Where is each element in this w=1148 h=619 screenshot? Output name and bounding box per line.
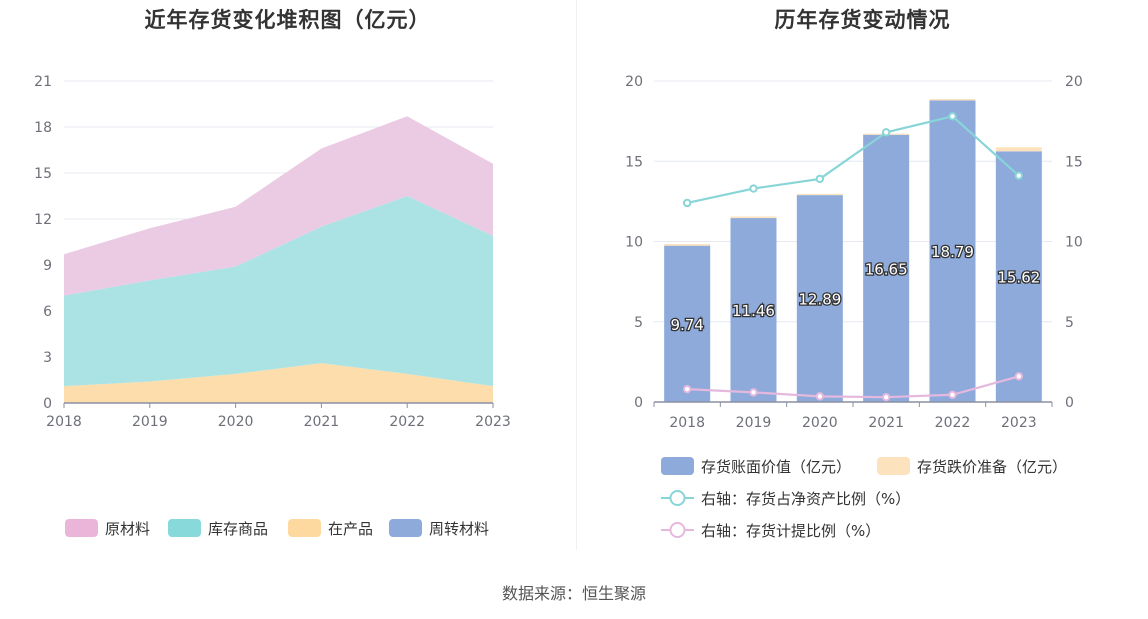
y-tick-label: 20: [625, 74, 643, 90]
reserve-bar-2020[interactable]: [796, 193, 843, 196]
x-tick-label: 2018: [46, 414, 82, 430]
line-point[interactable]: [815, 174, 825, 184]
right-chart-title: 历年存货变动情况: [774, 8, 951, 32]
y-tick-label: 12: [34, 212, 52, 228]
bar-2019[interactable]: [730, 218, 777, 402]
legend-swatch: [288, 519, 321, 537]
legend-item-原材料[interactable]: 原材料: [65, 519, 150, 538]
reserve-bar-2022[interactable]: [929, 98, 976, 101]
legend-item-line-0[interactable]: 右轴：存货占净资产比例（%）: [661, 490, 910, 508]
legend-item-周转材料[interactable]: 周转材料: [389, 519, 489, 538]
bar-value-label: 11.46: [732, 302, 775, 320]
y-tick-label: 15: [625, 154, 643, 170]
x-tick-label: 2020: [218, 414, 254, 430]
x-tick-label: 2021: [304, 414, 340, 430]
x-tick-label: 2022: [389, 414, 425, 430]
bar-2018[interactable]: [664, 245, 711, 402]
y-tick-label: 15: [34, 166, 52, 182]
x-tick-label: 2019: [736, 415, 772, 431]
y-tick-label: 3: [43, 350, 52, 366]
y2-tick-label: 5: [1065, 315, 1074, 331]
bar-line-chart: 0 5 10 15 20 0 5 10 15 20 9.74 11.46 12.89 16.65 18.79…: [625, 74, 1083, 540]
x-tick-label: 2022: [935, 415, 971, 431]
bar-line-chart-panel: 历年存货变动情况 0 5 10 15 20 0 5 10 15 20 9.74 11.46 12.89 1…: [577, 0, 1148, 560]
y2-tick-label: 0: [1065, 395, 1074, 411]
legend-label: 库存商品: [208, 520, 268, 538]
bar-2023[interactable]: [995, 151, 1042, 402]
line-point[interactable]: [749, 388, 758, 397]
y-tick-label: 6: [43, 304, 52, 320]
line-point[interactable]: [749, 184, 758, 193]
line-point[interactable]: [815, 392, 825, 401]
bar-value-label: 15.62: [997, 269, 1040, 287]
legend-label: 右轴：存货计提比例（%）: [701, 522, 880, 540]
y-tick-label: 0: [634, 395, 643, 411]
legend-label: 存货跌价准备（亿元）: [917, 458, 1067, 476]
bar-value-label: 18.79: [931, 243, 974, 261]
line-point[interactable]: [881, 128, 891, 137]
legend-item-book-value[interactable]: 存货账面价值（亿元）: [661, 457, 851, 476]
bar-2021[interactable]: [863, 134, 910, 402]
x-tick-label: 2023: [475, 414, 511, 430]
legend-swatch: [661, 457, 694, 475]
legend-swatch: [877, 457, 910, 475]
left-chart-title: 近年存货变化堆积图（亿元）: [144, 8, 431, 32]
legend-label: 周转材料: [429, 520, 489, 538]
bar-2020[interactable]: [796, 195, 843, 402]
x-tick-label: 2019: [132, 414, 168, 430]
y2-tick-label: 15: [1065, 154, 1083, 170]
y2-tick-label: 20: [1065, 74, 1083, 90]
reserve-bar-2019[interactable]: [730, 216, 777, 219]
x-tick-label: 2023: [1001, 415, 1037, 431]
y-tick-label: 9: [43, 258, 52, 274]
bar-2022[interactable]: [929, 100, 976, 402]
data-source-note: 数据来源：恒生聚源: [501, 584, 646, 603]
panel-divider: [576, 0, 577, 550]
reserve-bar-2023[interactable]: [995, 147, 1042, 152]
line-series-0: [686, 115, 1020, 205]
x-tick-label: 2018: [669, 415, 705, 431]
y-tick-label: 21: [34, 74, 52, 90]
legend-swatch: [65, 519, 98, 537]
bar-value-label: 12.89: [798, 291, 841, 309]
area-在产品: [64, 363, 493, 403]
legend-item-reserve[interactable]: 存货跌价准备（亿元）: [877, 457, 1067, 476]
line-point[interactable]: [948, 112, 957, 121]
x-tick-label: 2020: [802, 415, 838, 431]
stacked-area-chart-panel: 近年存货变化堆积图（亿元） 0 3 6 9 12 15 18 21 2018 2019 2020 20…: [0, 0, 575, 560]
legend-label: 右轴：存货占净资产比例（%）: [701, 490, 910, 508]
legend-marker: [669, 522, 686, 538]
legend-label: 存货账面价值（亿元）: [701, 458, 851, 476]
y-tick-label: 18: [34, 120, 52, 136]
line-series-1: [687, 375, 1020, 399]
y-tick-label: 10: [625, 235, 643, 251]
legend-swatch: [389, 519, 422, 537]
reserve-bar-2018[interactable]: [664, 244, 711, 246]
legend-item-在产品[interactable]: 在产品: [288, 519, 373, 538]
legend-label: 在产品: [328, 520, 373, 538]
bar-value-label: 16.65: [865, 260, 908, 278]
line-point[interactable]: [682, 384, 692, 394]
x-tick-label: 2021: [868, 415, 904, 431]
y2-tick-label: 10: [1065, 235, 1083, 251]
area-库存商品: [64, 196, 493, 387]
legend-item-line-1[interactable]: 右轴：存货计提比例（%）: [661, 522, 880, 540]
area-原材料: [64, 116, 493, 296]
line-point[interactable]: [1014, 171, 1024, 180]
bar-value-label: 9.74: [670, 316, 703, 334]
legend-label: 原材料: [105, 520, 150, 538]
legend-item-库存商品[interactable]: 库存商品: [168, 519, 268, 538]
stacked-area-chart: 0 3 6 9 12 15 18 21 2018 2019 2020 2021 2022 2023 原材料 库…: [34, 74, 511, 538]
line-point[interactable]: [881, 392, 891, 402]
legend-marker: [669, 490, 686, 506]
line-point[interactable]: [948, 390, 957, 399]
line-point[interactable]: [682, 198, 692, 208]
y-tick-label: 5: [634, 315, 643, 331]
y-tick-label: 0: [43, 396, 52, 412]
legend-swatch: [168, 519, 201, 537]
line-point[interactable]: [1014, 372, 1024, 381]
